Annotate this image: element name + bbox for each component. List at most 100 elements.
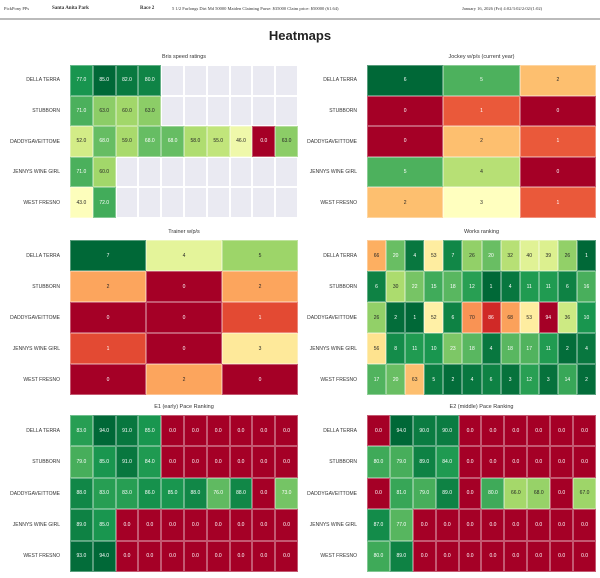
heatmap-cell: 0.0 (481, 509, 505, 541)
heatmap-cell: 0.0 (435, 509, 459, 541)
heatmap-cell: 2 (557, 333, 577, 364)
heatmap-cell: 63.0 (138, 95, 162, 127)
heatmap-cell: 4 (146, 240, 222, 271)
heatmap-cell: 0 (519, 156, 596, 188)
row-label: STUBBORN (329, 459, 357, 466)
heatmap-cell: 80.0 (138, 65, 162, 96)
heatmap-cell: 0.0 (458, 446, 482, 478)
heatmap-cell: 0.0 (504, 446, 528, 478)
heatmap-cell: 11 (519, 271, 539, 302)
heatmap-cell: 84.0 (435, 446, 459, 478)
heatmap-grid: 0.0 94.0 90.0 90.0 0.0 0.0 0.0 0.0 0.0 0.0 80.0 79.… (367, 415, 596, 572)
heatmap-cell: 94.0 (92, 415, 116, 447)
heatmap-cell: 26 (557, 240, 577, 271)
heatmap-cell: 0.0 (550, 415, 574, 447)
page-title: Heatmaps (268, 28, 332, 43)
heatmap-cell: 3 (538, 364, 558, 395)
heatmap-cell: 32 (500, 240, 520, 271)
heatmap-cell: 0.0 (527, 415, 551, 447)
heatmap-cell: 0.0 (161, 509, 184, 541)
heatmap-cell: 0 (367, 126, 444, 157)
heatmap-cell: 46.0 (229, 126, 253, 157)
heatmap-cell: 91.0 (115, 446, 139, 478)
row-label: JENNYS WINE GIRL (12, 521, 60, 528)
empty-cell (161, 65, 184, 96)
heatmap-cell: 0.0 (550, 446, 574, 478)
heatmap-cell: 83.0 (115, 477, 139, 510)
app-name: PickPony PPs (4, 6, 30, 11)
heatmap-cell: 39 (538, 240, 558, 271)
empty-cell (138, 156, 162, 188)
heatmap-cell: 83.0 (92, 477, 116, 510)
heatmap-cell: 68.0 (138, 126, 162, 157)
heatmap-cell: 90.0 (435, 415, 459, 447)
heatmap-cell: 5 (222, 240, 298, 271)
empty-cell (161, 187, 184, 218)
heatmap-cell: 2 (386, 302, 406, 333)
heatmap-cell: 8 (386, 333, 406, 364)
heatmap-cell: 10 (576, 302, 596, 333)
chart-title: Works ranking (463, 229, 500, 235)
heatmap-cell: 80.0 (367, 446, 390, 478)
empty-cell (252, 187, 276, 218)
heatmap-cell: 88.0 (229, 477, 253, 510)
heatmap-cell: 86.0 (138, 477, 162, 510)
heatmap-cell: 26 (367, 302, 387, 333)
heatmap-cell: 0.0 (275, 509, 298, 541)
heatmap-cell: 0.0 (367, 477, 390, 510)
heatmap-cell: 3 (443, 187, 520, 218)
heatmap-grid: 77.0 85.0 82.0 80.0 71.0 63.0 60.0 63.0 52.0 68.0… (70, 65, 298, 218)
heatmap-grid: 66 20 4 53 7 26 20 32 40 39 26 1 6 30 22 15 18 12 1 4 11 11 6 1… (367, 240, 596, 395)
empty-cell (206, 95, 230, 127)
heatmap-cell: 7 (70, 240, 146, 271)
heatmap-cell: 1 (481, 271, 501, 302)
heatmap-cell: 17 (519, 333, 539, 364)
heatmap-cell: 0.0 (252, 415, 276, 447)
heatmap-cell: 6 (367, 65, 444, 96)
heatmap-cell: 85.0 (161, 477, 184, 510)
heatmap-cell: 0.0 (183, 509, 207, 541)
heatmap-cell: 4 (405, 240, 425, 271)
heatmap-cell: 0.0 (275, 446, 298, 478)
heatmap-cell: 67.0 (573, 477, 596, 510)
chart-title: Jockey w/p/s (current year) (448, 54, 515, 60)
heatmap-cell: 0.0 (573, 509, 596, 541)
heatmap-cell: 0.0 (458, 415, 482, 447)
heatmap-cell: 1 (222, 302, 298, 333)
heatmap-cell: 94 (538, 302, 558, 333)
row-label: DADDYGAVEITTOME (10, 138, 60, 145)
row-label: DADDYGAVEITTOME (10, 314, 60, 321)
heatmap-cell: 36 (557, 302, 577, 333)
empty-cell (206, 156, 230, 188)
heatmap-cell: 0.0 (481, 446, 505, 478)
row-label: DELLA TERRA (26, 252, 60, 259)
heatmap-cell: 71.0 (70, 95, 93, 127)
heatmap-cell: 0.0 (481, 415, 505, 447)
empty-cell (183, 187, 207, 218)
heatmap-bris-speed-ratings: Bris speed ratings DELLA TERRA STUBBORN DAD… (10, 54, 298, 218)
heatmap-cell: 89.0 (412, 446, 436, 478)
heatmap-cell: 68.0 (161, 126, 184, 157)
empty-cell (229, 187, 253, 218)
heatmap-cell: 85.0 (92, 509, 116, 541)
heatmap-cell: 3 (222, 333, 298, 364)
heatmap-cell: 63 (405, 364, 425, 395)
heatmap-cell: 0.0 (458, 477, 482, 510)
heatmap-cell: 60.0 (115, 95, 139, 127)
heatmap-cell: 0 (70, 302, 146, 333)
heatmap-cell: 0 (146, 302, 222, 333)
row-label: STUBBORN (32, 459, 60, 466)
heatmap-cell: 0.0 (115, 509, 139, 541)
row-label: JENNYS WINE GIRL (309, 169, 357, 176)
heatmap-cell: 68 (500, 302, 520, 333)
empty-cell (229, 65, 253, 96)
empty-cell (229, 95, 253, 127)
heatmap-cell: 20 (386, 364, 406, 395)
row-label: WEST FRESNO (320, 553, 357, 560)
heatmap-cell: 83.0 (70, 415, 93, 447)
heatmap-cell: 53 (424, 240, 444, 271)
heatmap-cell: 0.0 (435, 540, 459, 572)
heatmap-cell: 4 (576, 333, 596, 364)
heatmap-cell: 20 (386, 240, 406, 271)
